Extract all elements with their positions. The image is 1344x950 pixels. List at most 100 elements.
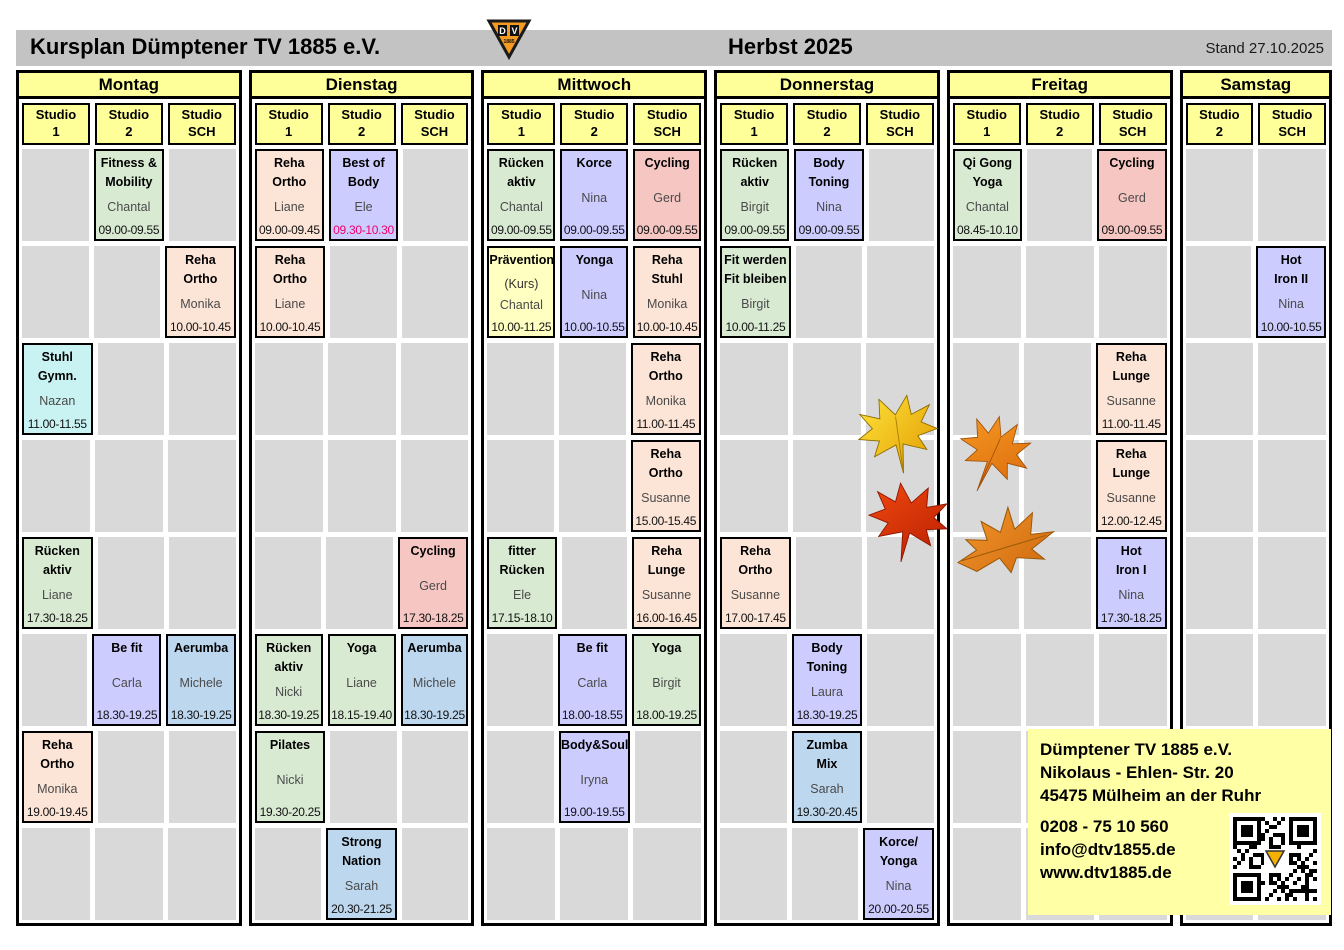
course-instructor: Iryna <box>580 772 609 787</box>
schedule-row <box>22 827 236 920</box>
qr-module <box>1233 897 1237 901</box>
qr-module <box>1313 849 1317 853</box>
course-card: Be fit Carla 18.30-19.25 <box>92 633 162 726</box>
course-time: 09.00-09.55 <box>798 222 860 237</box>
course-title: Rücken aktiv <box>266 640 312 675</box>
day-header-label: Montag <box>19 73 239 99</box>
course-time: 18.30-19.25 <box>796 707 858 722</box>
qr-module <box>1233 877 1237 881</box>
empty-slot <box>952 342 1020 435</box>
course-instructor: Ele <box>354 200 373 215</box>
qr-module <box>1293 889 1297 893</box>
day-block-donnerstag: Donnerstag Studio 1 Studio 2 Studio SCH Rück… <box>714 70 940 926</box>
qr-module <box>1301 829 1305 833</box>
studio-header: Studio SCH <box>633 103 702 145</box>
qr-module <box>1249 825 1253 829</box>
schedule-row: Stuhl Gymn. Nazan 11.00-11.55 <box>22 342 236 435</box>
qr-module <box>1253 817 1257 821</box>
course-instructor: Monika <box>37 782 78 797</box>
contact-club: Dümptener TV 1885 e.V. <box>1040 740 1233 759</box>
header-band: Kursplan Dümptener TV 1885 e.V. Herbst 2… <box>16 30 1332 66</box>
studio-header-row: Studio 1 Studio 2 Studio SCH <box>19 99 239 145</box>
course-time: 10.00-10.45 <box>259 319 321 334</box>
course-time: 18.00-18.55 <box>561 707 623 722</box>
course-time: 09.00-09.55 <box>490 222 552 237</box>
qr-module <box>1273 845 1277 849</box>
course-instructor: Sarah <box>810 782 844 797</box>
qr-module <box>1253 853 1257 857</box>
course-time: 11.00-11.55 <box>27 416 87 431</box>
course-card: Reha Ortho Monika 11.00-11.45 <box>630 342 702 435</box>
empty-slot <box>326 536 393 629</box>
qr-module <box>1309 873 1313 877</box>
schedule-row: Reha Ortho Liane 10.00-10.45 <box>254 245 469 338</box>
schedule-row: Zumba Mix Sarah 19.30-20.45 <box>720 730 934 823</box>
empty-slot <box>254 827 322 920</box>
qr-module <box>1309 841 1313 845</box>
course-title: Cycling <box>644 155 690 170</box>
course-card: Stuhl Gymn. Nazan 11.00-11.55 <box>22 342 93 435</box>
day-rows: Fitness & Mobility Chantal 09.00-09.55 Reha… <box>19 145 239 923</box>
qr-module <box>1269 845 1273 849</box>
qr-module <box>1269 893 1273 897</box>
qr-module <box>1293 897 1297 901</box>
course-instructor: Birgit <box>652 675 681 690</box>
qr-module <box>1305 829 1309 833</box>
empty-slot <box>93 245 161 338</box>
qr-module <box>1245 829 1249 833</box>
course-card: Aerumba Michele 18.30-19.25 <box>400 633 469 726</box>
qr-module <box>1233 885 1237 889</box>
schedule-row: Reha Ortho Susanne 17.00-17.45 <box>720 536 934 629</box>
course-card: Reha Ortho Liane 10.00-10.45 <box>254 245 326 338</box>
course-card: Rücken aktiv Liane 17.30-18.25 <box>22 536 93 629</box>
qr-module <box>1257 897 1261 901</box>
course-title: Cycling <box>1109 155 1155 170</box>
schedule-table: Montag Studio 1 Studio 2 Studio SCH Fitness … <box>16 70 1332 926</box>
qr-module <box>1305 881 1309 885</box>
qr-module <box>1313 833 1317 837</box>
course-time: 18.00-19.25 <box>636 707 697 722</box>
schedule-row: Reha Lunge Susanne 11.00-11.45 <box>952 342 1167 435</box>
qr-module <box>1257 881 1261 885</box>
course-card: Reha Lunge Susanne 16.00-16.45 <box>631 536 702 629</box>
empty-slot <box>1024 439 1091 532</box>
qr-module <box>1277 873 1281 877</box>
qr-module <box>1265 829 1269 833</box>
course-instructor: Michele <box>179 675 223 690</box>
course-card: Pilates Nicki 19.30-20.25 <box>254 730 326 823</box>
qr-module <box>1313 829 1317 833</box>
empty-slot <box>952 245 1021 338</box>
qr-module <box>1233 817 1237 821</box>
course-instructor: Sarah <box>344 879 379 894</box>
contact-web: www.dtv1885.de <box>1040 862 1172 882</box>
course-card: Reha Lunge Susanne 12.00-12.45 <box>1095 439 1167 532</box>
qr-module <box>1313 837 1317 841</box>
qr-module <box>1293 869 1297 873</box>
course-title: Rücken aktiv <box>732 155 778 190</box>
empty-slot <box>952 633 1021 726</box>
course-title: Be fit <box>111 640 143 655</box>
qr-module <box>1249 817 1253 821</box>
empty-slot <box>1185 633 1254 726</box>
course-title: Reha Ortho <box>648 349 683 384</box>
course-time: 10.00-10.45 <box>170 319 231 334</box>
qr-module <box>1269 825 1273 829</box>
empty-slot <box>867 245 934 338</box>
course-card: Best of Body Ele 09.30-10.30 <box>328 148 399 241</box>
schedule-row <box>952 633 1167 726</box>
course-card: Body&Soul Iryna 19.00-19.55 <box>558 730 630 823</box>
course-time: 17.00-17.45 <box>725 610 786 625</box>
qr-module <box>1281 881 1285 885</box>
course-time: 19.00-19.45 <box>26 804 88 819</box>
course-instructor: Nazan <box>39 394 76 409</box>
schedule-row: Rücken aktiv Chantal 09.00-09.55 Korce Nina 0… <box>487 148 702 241</box>
studio-header-row: Studio 1 Studio 2 Studio SCH <box>717 99 937 145</box>
qr-module <box>1237 873 1241 877</box>
qr-module <box>1301 833 1305 837</box>
course-card: Qi Gong Yoga Chantal 08.45-10.10 <box>952 148 1023 241</box>
empty-slot <box>952 730 1021 823</box>
course-title: Reha Lunge <box>1112 349 1150 384</box>
qr-module <box>1277 845 1281 849</box>
course-instructor: Nina <box>581 190 608 205</box>
qr-module <box>1233 893 1237 897</box>
